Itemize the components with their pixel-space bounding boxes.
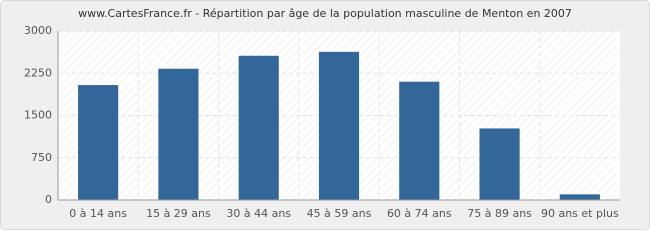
x-tick-label: 90 ans et plus — [541, 207, 619, 220]
x-tick-label: 0 à 14 ans — [69, 207, 127, 220]
bar — [399, 81, 440, 200]
bar — [238, 55, 279, 200]
x-tick-label: 75 à 89 ans — [467, 207, 532, 220]
bar — [78, 85, 119, 200]
y-tick-label: 1500 — [24, 109, 52, 122]
y-tick-label: 0 — [45, 193, 52, 206]
x-tick-label: 30 à 44 ans — [226, 207, 291, 220]
x-tick-label: 15 à 29 ans — [146, 207, 211, 220]
bar — [318, 51, 360, 200]
bar — [158, 68, 199, 200]
chart-title: www.CartesFrance.fr - Répartition par âg… — [78, 7, 572, 20]
y-tick-label: 2250 — [24, 66, 52, 79]
chart: www.CartesFrance.fr - Répartition par âg… — [0, 0, 650, 230]
y-tick-label: 3000 — [24, 24, 52, 37]
y-tick-label: 750 — [31, 151, 52, 164]
bar — [479, 128, 520, 200]
x-tick-label: 45 à 59 ans — [307, 207, 372, 220]
x-tick-label: 60 à 74 ans — [387, 207, 452, 220]
bar — [559, 194, 600, 200]
